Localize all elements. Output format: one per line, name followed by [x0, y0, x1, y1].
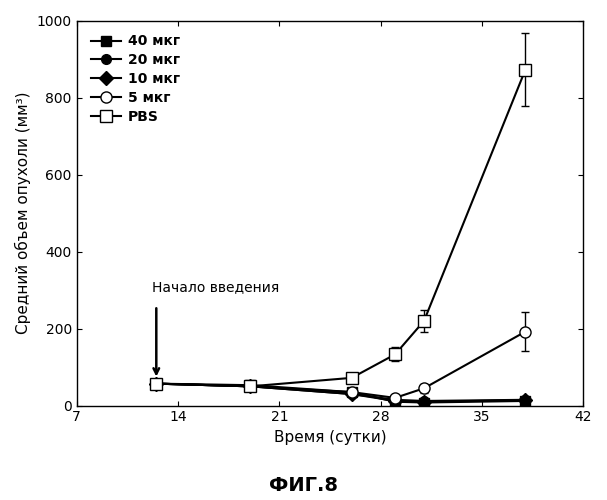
Text: Начало введения: Начало введения [152, 280, 279, 294]
Text: ФИГ.8: ФИГ.8 [269, 476, 338, 495]
Y-axis label: Средний объем опухоли (мм³): Средний объем опухоли (мм³) [15, 92, 31, 334]
X-axis label: Время (сутки): Время (сутки) [274, 430, 386, 445]
Legend: 40 мкг, 20 мкг, 10 мкг, 5 мкг, PBS: 40 мкг, 20 мкг, 10 мкг, 5 мкг, PBS [84, 28, 187, 131]
